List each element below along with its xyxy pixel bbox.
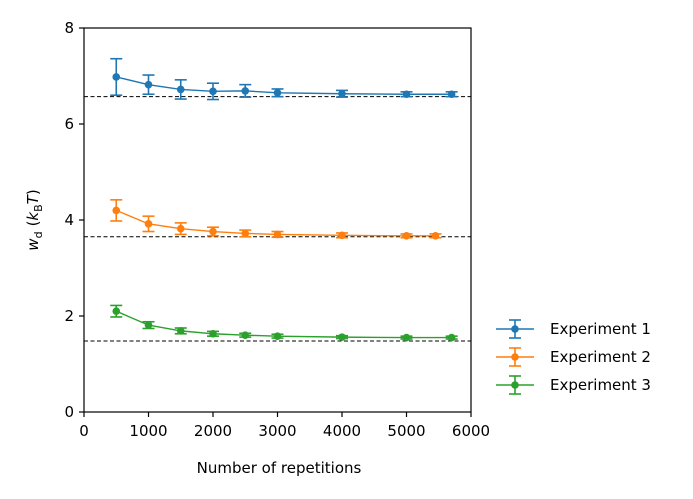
data-point: [112, 206, 121, 215]
x-tick-label: 3000: [258, 422, 296, 440]
legend-item-2: Experiment 2: [496, 347, 651, 367]
data-point: [338, 333, 346, 341]
series-3: [110, 304, 458, 342]
y-axis-label: wd (kBT): [24, 189, 45, 250]
data-point: [402, 90, 411, 99]
series-1: [110, 57, 458, 101]
data-point: [209, 329, 217, 338]
plot-area: [83, 27, 472, 413]
x-axis: 0 1000 2000 3000 4000 5000 6000: [79, 412, 490, 440]
y-axis-label-main: w: [24, 238, 42, 251]
x-axis-label: Number of repetitions: [197, 459, 362, 477]
data-point: [176, 327, 185, 335]
data-point: [338, 89, 346, 98]
data-point: [144, 321, 153, 329]
data-point: [144, 80, 153, 89]
y-tick-label: 2: [64, 307, 74, 325]
y-tick-label: 4: [64, 211, 74, 229]
data-point: [273, 230, 282, 239]
y-axis-label-sub: d: [32, 231, 45, 238]
series-line: [115, 310, 452, 339]
data-point: [241, 87, 250, 95]
legend-marker: [511, 381, 519, 389]
y-axis-label-k: k: [24, 211, 42, 221]
data-point: [273, 332, 282, 340]
legend-marker: [511, 325, 519, 333]
data-point: [176, 85, 185, 94]
y-axis-label-T: T: [24, 193, 42, 204]
legend-item-1: Experiment 1: [496, 319, 651, 339]
y-tick-label: 6: [64, 115, 74, 133]
legend-marker: [511, 353, 519, 361]
data-point: [273, 89, 282, 97]
data-point: [241, 331, 250, 340]
legend-label: Experiment 1: [550, 320, 651, 338]
y-tick-label: 8: [64, 19, 74, 37]
x-tick-label: 5000: [387, 422, 425, 440]
legend-label: Experiment 2: [550, 348, 651, 366]
data-point: [176, 224, 185, 233]
data-point: [112, 73, 121, 81]
y-axis-label-unit-sub: B: [32, 204, 45, 212]
data-point: [402, 333, 411, 342]
x-tick-label: 0: [79, 422, 89, 440]
data-point: [431, 232, 440, 240]
data-point: [447, 333, 456, 342]
x-tick-label: 6000: [452, 422, 490, 440]
x-tick-label: 2000: [194, 422, 232, 440]
data-point: [144, 220, 153, 228]
legend: Experiment 1 Experiment 2 Experiment 3: [496, 319, 651, 395]
plot-frame: [83, 27, 472, 413]
x-tick-label: 4000: [323, 422, 361, 440]
data-point: [112, 307, 121, 316]
x-tick-label: 1000: [129, 422, 167, 440]
legend-label: Experiment 3: [550, 376, 651, 394]
data-point: [338, 231, 346, 240]
y-axis-label-open: (: [24, 221, 42, 227]
data-point: [209, 87, 217, 96]
data-point: [447, 90, 456, 99]
y-axis: 0 2 4 6 8: [64, 19, 84, 421]
data-point: [241, 229, 250, 238]
series-2: [110, 199, 442, 240]
data-point: [209, 227, 217, 236]
y-tick-label: 0: [64, 403, 74, 421]
legend-item-3: Experiment 3: [496, 375, 651, 395]
data-point: [402, 232, 411, 240]
y-axis-label-close: ): [24, 189, 42, 195]
